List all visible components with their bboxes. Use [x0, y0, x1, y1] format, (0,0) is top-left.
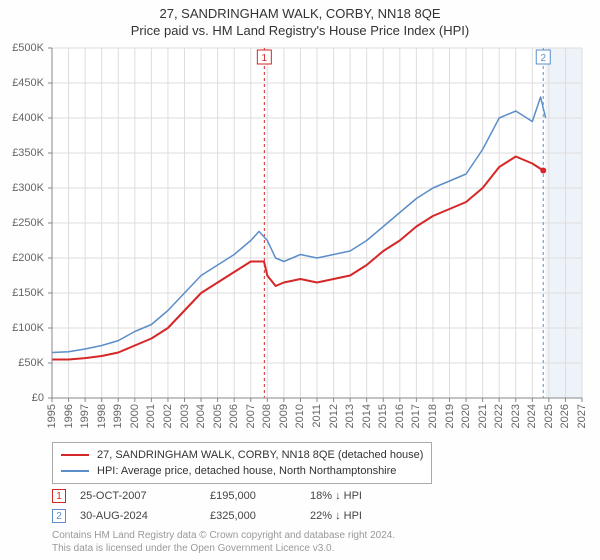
x-tick-label: 2022: [493, 404, 505, 428]
legend-swatch: [61, 470, 89, 472]
x-tick-label: 1997: [79, 404, 91, 428]
footer-line-1: Contains HM Land Registry data © Crown c…: [52, 530, 395, 543]
x-tick-label: 2012: [328, 404, 340, 428]
x-tick-label: 2005: [212, 404, 224, 428]
x-tick-label: 2007: [245, 404, 257, 428]
footer-line-2: This data is licensed under the Open Gov…: [52, 543, 395, 556]
plot-area: 12: [52, 48, 582, 398]
marker-pct: 22% ↓ HPI: [310, 510, 440, 522]
y-axis-labels: £0£50K£100K£150K£200K£250K£300K£350K£400…: [0, 48, 48, 398]
y-tick-label: £50K: [18, 357, 44, 369]
x-tick-label: 2014: [361, 404, 373, 428]
x-tick-label: 2023: [510, 404, 522, 428]
x-tick-label: 2002: [162, 404, 174, 428]
x-tick-label: 2021: [477, 404, 489, 428]
y-tick-label: £400K: [12, 112, 44, 124]
x-tick-label: 2019: [444, 404, 456, 428]
y-tick-label: £350K: [12, 147, 44, 159]
x-axis-labels: 1995199619971998199920002001200220032004…: [52, 400, 582, 438]
legend-item: HPI: Average price, detached house, Nort…: [61, 463, 423, 479]
title-block: 27, SANDRINGHAM WALK, CORBY, NN18 8QE Pr…: [0, 0, 600, 38]
x-tick-label: 2024: [526, 404, 538, 428]
x-tick-label: 2018: [427, 404, 439, 428]
marker-date: 25-OCT-2007: [80, 490, 210, 502]
x-tick-label: 2013: [344, 404, 356, 428]
x-tick-label: 2009: [278, 404, 290, 428]
x-tick-label: 2003: [179, 404, 191, 428]
x-tick-label: 2001: [145, 404, 157, 428]
y-tick-label: £150K: [12, 287, 44, 299]
legend: 27, SANDRINGHAM WALK, CORBY, NN18 8QE (d…: [52, 442, 432, 484]
y-tick-label: £300K: [12, 182, 44, 194]
marker-id-box: 1: [52, 489, 66, 503]
marker-pct: 18% ↓ HPI: [310, 490, 440, 502]
x-tick-label: 2008: [261, 404, 273, 428]
marker-price: £325,000: [210, 510, 310, 522]
y-tick-label: £450K: [12, 77, 44, 89]
y-tick-label: £250K: [12, 217, 44, 229]
x-tick-label: 2000: [129, 404, 141, 428]
footer: Contains HM Land Registry data © Crown c…: [52, 530, 395, 555]
x-tick-label: 2010: [294, 404, 306, 428]
chart-container: 27, SANDRINGHAM WALK, CORBY, NN18 8QE Pr…: [0, 0, 600, 560]
marker-date: 30-AUG-2024: [80, 510, 210, 522]
x-tick-label: 1999: [112, 404, 124, 428]
x-tick-label: 2004: [195, 404, 207, 428]
x-tick-label: 1995: [46, 404, 58, 428]
x-tick-label: 2011: [311, 404, 323, 428]
x-tick-label: 2015: [377, 404, 389, 428]
y-tick-label: £200K: [12, 252, 44, 264]
marker-row: 2 30-AUG-2024£325,00022% ↓ HPI: [52, 506, 440, 526]
title-line-1: 27, SANDRINGHAM WALK, CORBY, NN18 8QE: [0, 6, 600, 21]
x-tick-label: 2017: [410, 404, 422, 428]
x-tick-label: 2027: [576, 404, 588, 428]
marker-price: £195,000: [210, 490, 310, 502]
x-tick-label: 2026: [559, 404, 571, 428]
x-tick-label: 2006: [228, 404, 240, 428]
y-tick-label: £0: [32, 392, 44, 404]
x-tick-label: 2025: [543, 404, 555, 428]
marker-id-box: 2: [52, 509, 66, 523]
legend-label: HPI: Average price, detached house, Nort…: [97, 465, 396, 477]
x-tick-label: 1998: [96, 404, 108, 428]
x-tick-label: 2016: [394, 404, 406, 428]
marker-row: 1 25-OCT-2007£195,00018% ↓ HPI: [52, 486, 440, 506]
y-tick-label: £500K: [12, 42, 44, 54]
marker-flag-1: 1: [262, 53, 268, 64]
plot-svg: 12: [52, 48, 582, 398]
title-line-2: Price paid vs. HM Land Registry's House …: [0, 23, 600, 38]
x-tick-label: 1996: [63, 404, 75, 428]
marker-flag-2: 2: [540, 53, 546, 64]
legend-swatch: [61, 454, 89, 456]
legend-item: 27, SANDRINGHAM WALK, CORBY, NN18 8QE (d…: [61, 447, 423, 463]
y-tick-label: £100K: [12, 322, 44, 334]
marker-table: 1 25-OCT-2007£195,00018% ↓ HPI 2 30-AUG-202…: [52, 486, 440, 526]
x-tick-label: 2020: [460, 404, 472, 428]
legend-label: 27, SANDRINGHAM WALK, CORBY, NN18 8QE (d…: [97, 449, 423, 461]
